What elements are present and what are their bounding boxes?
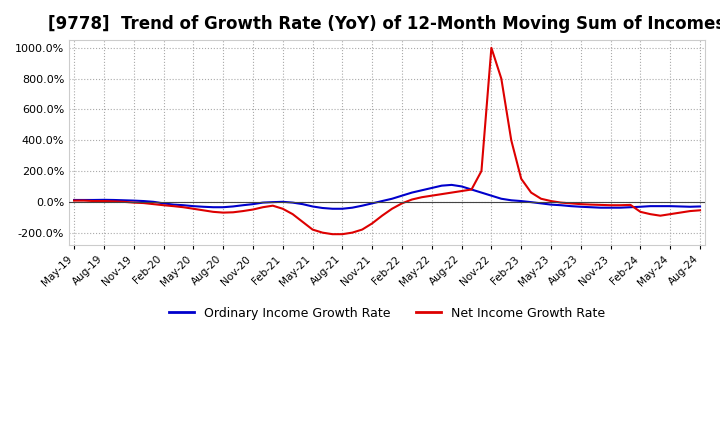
Title: [9778]  Trend of Growth Rate (YoY) of 12-Month Moving Sum of Incomes: [9778] Trend of Growth Rate (YoY) of 12-… xyxy=(48,15,720,33)
Legend: Ordinary Income Growth Rate, Net Income Growth Rate: Ordinary Income Growth Rate, Net Income … xyxy=(164,302,610,325)
